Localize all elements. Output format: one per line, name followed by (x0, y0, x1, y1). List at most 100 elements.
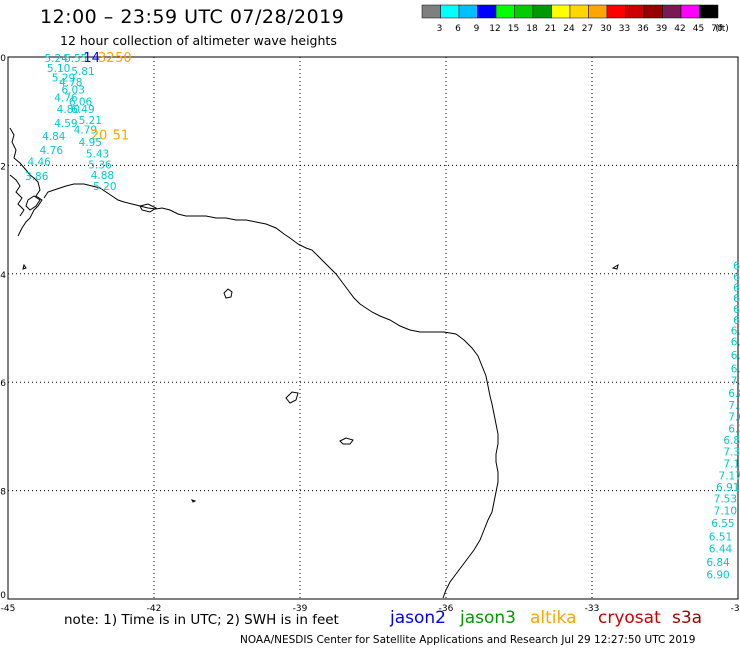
lon-tick-label: -33 (585, 604, 600, 614)
lat-tick-label: -4 (0, 271, 6, 281)
color-legend: 3 6 9 12 15 18 21 24 27 30 33 36 39 42 45 70(ft) (421, 4, 729, 34)
swh-label: 4.84 (42, 131, 66, 143)
swh-label: 6.82 (723, 435, 740, 447)
swh-label: 20 (91, 129, 108, 144)
swh-label: 6.44 (709, 544, 733, 556)
island-2 (285, 391, 299, 404)
swh-label: 6 (733, 261, 740, 273)
swh-label: 6 (733, 315, 740, 327)
swh-label: 4.79 (74, 125, 97, 137)
swh-label: 4.80 (57, 104, 80, 116)
islet-1 (22, 263, 27, 270)
swh-label: 5.43 (86, 148, 109, 160)
coastline (9, 127, 619, 599)
swh-label: 5.36 (88, 159, 112, 171)
note-text: note: 1) Time is in UTC; 2) SWH is in fe… (64, 612, 339, 628)
lon-tick-label: -36 (439, 604, 454, 614)
map-title: 12:00 – 23:59 UTC 07/28/2019 (40, 6, 345, 28)
swh-label: 6. (731, 326, 740, 338)
swh-label: 6. (731, 364, 740, 376)
graticule: -45 -42 -39 -36 -33 -30 0 -2 -4 -6 -8 -10 (0, 54, 740, 614)
legend-label-39: 39 (656, 24, 668, 34)
swh-label: 6.90 (706, 570, 729, 582)
swh-label: 5.20 (93, 181, 116, 193)
lon-tick-label: -45 (1, 604, 16, 614)
islet-3 (191, 499, 197, 503)
swh-label: 4.76 (54, 93, 78, 105)
satellite-jason2: jason2 (390, 608, 446, 628)
legend-label-36: 36 (637, 24, 649, 34)
lon-tick-label: -42 (147, 604, 162, 614)
swh-label: 4.46 (27, 157, 51, 169)
swh-label: 6. (731, 350, 740, 362)
swh-label: 4.76 (40, 145, 64, 157)
swh-label: 3.86 (25, 171, 49, 183)
satellite-cryosat: cryosat (598, 608, 661, 628)
swh-label: 6.06 (69, 96, 93, 108)
footer-credit: NOAA/NESDIS Center for Satellite Applica… (240, 634, 696, 646)
islet-2 (611, 263, 619, 270)
swh-label: 5.29 (52, 73, 75, 85)
lat-tick-label: -10 (0, 591, 6, 601)
swh-label: 50 (115, 51, 132, 66)
legend-label-27: 27 (582, 24, 593, 34)
legend-label-70: 70 (711, 24, 723, 34)
swh-label: 7.1 (728, 400, 740, 412)
swh-label: 7.34 (723, 447, 740, 459)
legend-label-24: 24 (563, 24, 575, 34)
satellite-s3a: s3a (672, 608, 703, 628)
legend-label-9: 9 (474, 24, 480, 34)
swh-label: 5.81 (71, 66, 94, 78)
swh-label: 6.55 (64, 53, 87, 65)
swh-label: 7.53 (714, 494, 737, 506)
swh-label: 7.17 (719, 470, 740, 482)
lat-tick-label: -2 (0, 162, 6, 172)
swh-label: 6.51 (709, 532, 732, 544)
satellite-jason3: jason3 (460, 608, 516, 628)
swh-label: 51 (113, 129, 130, 144)
swh-label: 5.10 (47, 63, 70, 75)
map-subtitle: 12 hour collection of altimeter wave hei… (60, 33, 337, 48)
legend-swatch-70 (699, 4, 719, 19)
swh-label: 6.3 (728, 423, 740, 435)
lat-tick-label: -8 (0, 488, 6, 498)
legend-label-42: 42 (674, 24, 685, 34)
swh-label: 6. (731, 337, 740, 349)
swh-label: 6 (733, 293, 740, 305)
swh-label: 6.91 (716, 482, 739, 494)
lon-tick-label: -39 (293, 604, 308, 614)
swh-label: 6 (733, 304, 740, 316)
lon-tick-label: -30 (731, 604, 740, 614)
swh-label: 6.49 (71, 104, 94, 116)
swh-label: 7.0 (728, 411, 740, 423)
legend-label-30: 30 (600, 24, 612, 34)
swh-label: 4.78 (59, 77, 82, 89)
legend-label-15: 15 (508, 24, 519, 34)
swh-label: 32 (98, 51, 115, 66)
legend-label-12: 12 (489, 24, 500, 34)
swh-label: 4.59 (54, 118, 77, 130)
legend-unit: (ft) (715, 24, 729, 34)
swh-label: 7. (731, 376, 740, 388)
island-delta-2 (139, 203, 157, 213)
swh-label: 6.8 (728, 388, 740, 400)
swh-label: 7.10 (714, 506, 737, 518)
legend-label-6: 6 (455, 24, 461, 34)
swh-label: 6 (733, 272, 740, 284)
swh-label: 6 (733, 282, 740, 294)
mainland-coastline (9, 127, 499, 599)
island-3 (339, 437, 354, 445)
swh-label: 5.24 (45, 53, 69, 65)
swh-label: 7.10 (723, 459, 740, 471)
legend-label-33: 33 (619, 24, 630, 34)
legend-label-45: 45 (693, 24, 704, 34)
swh-label: 4.95 (79, 137, 102, 149)
lat-tick-label: -6 (0, 379, 6, 389)
swh-label: 5.21 (79, 115, 102, 127)
legend-label-18: 18 (526, 24, 538, 34)
island-1 (223, 288, 233, 299)
lat-tick-label: 0 (0, 54, 6, 64)
